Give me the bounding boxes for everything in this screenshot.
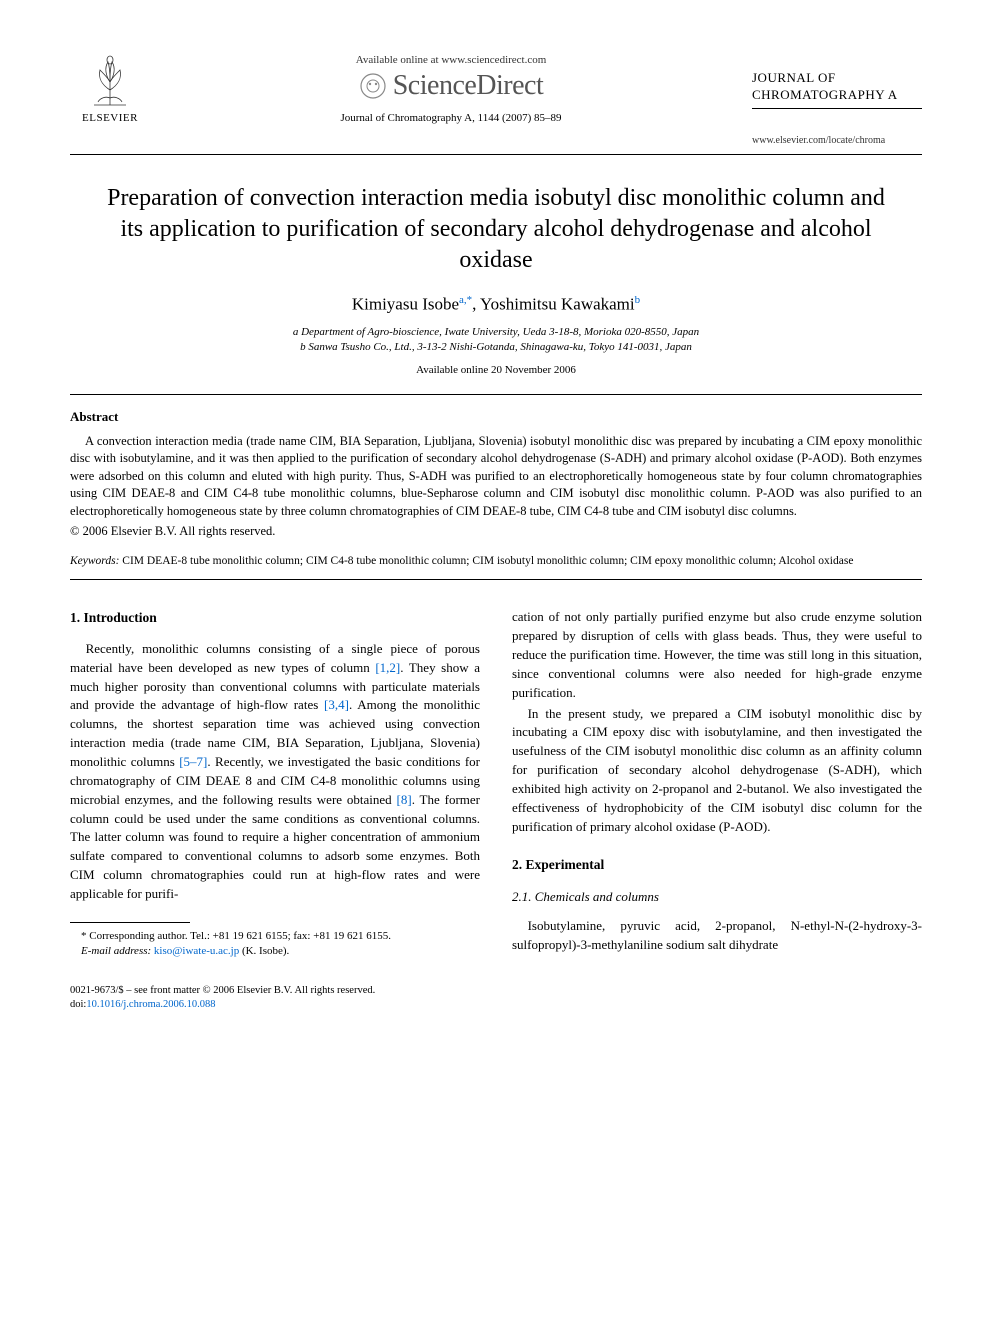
elsevier-tree-icon: [80, 50, 140, 110]
corresponding-footnote: * Corresponding author. Tel.: +81 19 621…: [70, 929, 480, 960]
email-label: E-mail address:: [81, 945, 151, 957]
footer-block: 0021-9673/$ – see front matter © 2006 El…: [70, 984, 922, 1013]
affiliation-a: a Department of Agro-bioscience, Iwate U…: [70, 325, 922, 340]
intro-paragraph-2: In the present study, we prepared a CIM …: [512, 705, 922, 837]
article-title: Preparation of convection interaction me…: [100, 183, 892, 277]
body-columns: 1. Introduction Recently, monolithic col…: [70, 608, 922, 959]
journal-url: www.elsevier.com/locate/chroma: [752, 135, 922, 146]
author-2: Yoshimitsu Kawakami: [480, 295, 635, 314]
section-2-heading: 2. Experimental: [512, 855, 922, 875]
author-1-marks[interactable]: a,*: [459, 294, 472, 306]
section-1-heading: 1. Introduction: [70, 608, 480, 628]
available-online-text: Available online at www.sciencedirect.co…: [150, 54, 752, 66]
abstract-copyright: © 2006 Elsevier B.V. All rights reserved…: [70, 524, 922, 539]
keywords-label: Keywords:: [70, 555, 119, 567]
keywords-text: CIM DEAE-8 tube monolithic column; CIM C…: [122, 555, 853, 567]
affiliation-b: b Sanwa Tsusho Co., Ltd., 3-13-2 Nishi-G…: [70, 340, 922, 355]
ref-link-2[interactable]: [3,4]: [324, 697, 349, 712]
intro-paragraph-1: Recently, monolithic columns consisting …: [70, 640, 480, 904]
abstract-body: A convection interaction media (trade na…: [70, 433, 922, 521]
author-1: Kimiyasu Isobe: [352, 295, 459, 314]
center-header: Available online at www.sciencedirect.co…: [150, 50, 752, 124]
email-suffix: (K. Isobe).: [242, 945, 289, 957]
affiliations: a Department of Agro-bioscience, Iwate U…: [70, 325, 922, 356]
publisher-logo: ELSEVIER: [70, 50, 150, 124]
intro-text-1e: . The former column could be used under …: [70, 792, 480, 901]
left-column: 1. Introduction Recently, monolithic col…: [70, 608, 480, 959]
right-column: cation of not only partially purified en…: [512, 608, 922, 959]
journal-reference: Journal of Chromatography A, 1144 (2007)…: [150, 112, 752, 124]
ref-link-1[interactable]: [1,2]: [375, 660, 400, 675]
ref-link-3[interactable]: [5–7]: [179, 754, 207, 769]
authors-line: Kimiyasu Isobea,*, Yoshimitsu Kawakamib: [70, 294, 922, 315]
doi-label: doi:: [70, 999, 86, 1010]
journal-brand-line2: CHROMATOGRAPHY A: [752, 87, 922, 104]
header-row: ELSEVIER Available online at www.science…: [70, 50, 922, 146]
corresponding-line: * Corresponding author. Tel.: +81 19 621…: [70, 929, 480, 944]
doi-line: doi:10.1016/j.chroma.2006.10.088: [70, 998, 922, 1013]
sciencedirect-logo: ScienceDirect: [150, 70, 752, 102]
subsection-2-1-heading: 2.1. Chemicals and columns: [512, 888, 922, 907]
journal-brand-block: JOURNAL OF CHROMATOGRAPHY A www.elsevier…: [752, 50, 922, 146]
available-date: Available online 20 November 2006: [70, 364, 922, 376]
doi-link[interactable]: 10.1016/j.chroma.2006.10.088: [86, 999, 215, 1010]
footnote-rule: [70, 922, 190, 923]
elsevier-label: ELSEVIER: [82, 112, 138, 124]
sciencedirect-icon: [359, 72, 387, 100]
email-line: E-mail address: kiso@iwate-u.ac.jp (K. I…: [70, 944, 480, 959]
email-link[interactable]: kiso@iwate-u.ac.jp: [154, 945, 239, 957]
abstract-heading: Abstract: [70, 409, 922, 425]
ref-link-4[interactable]: [8]: [397, 792, 412, 807]
author-2-marks[interactable]: b: [635, 294, 641, 306]
front-matter-line: 0021-9673/$ – see front matter © 2006 El…: [70, 984, 922, 999]
keywords-block: Keywords: CIM DEAE-8 tube monolithic col…: [70, 553, 922, 569]
journal-brand-line1: JOURNAL OF: [752, 70, 922, 87]
sciencedirect-text: ScienceDirect: [393, 70, 544, 102]
experimental-paragraph-1: Isobutylamine, pyruvic acid, 2-propanol,…: [512, 917, 922, 955]
intro-continuation: cation of not only partially purified en…: [512, 608, 922, 702]
